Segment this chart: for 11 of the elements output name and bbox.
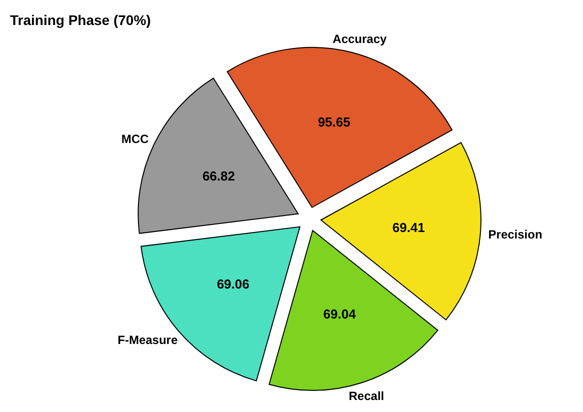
slice-label: F-Measure (118, 333, 178, 348)
data-label: 66.82 (202, 168, 236, 184)
data-label: 69.06 (216, 276, 250, 292)
data-label: 95.65 (318, 114, 350, 130)
slice-label: MCC (121, 132, 149, 146)
slice-label: Precision (488, 228, 542, 242)
slice-label: Accuracy (332, 32, 388, 46)
chart-title: Training Phase (70%) (10, 12, 151, 28)
slice-label: Recall (348, 389, 384, 404)
data-label: 69.04 (323, 306, 357, 322)
data-label: 69.41 (392, 220, 425, 235)
